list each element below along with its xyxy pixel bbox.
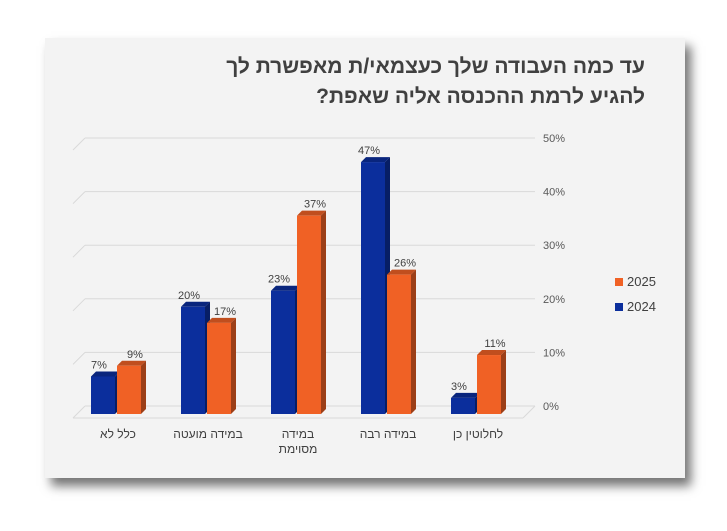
y-tick-label: 20%	[543, 294, 565, 306]
chart-title-line-2: להגיע לרמת ההכנסה אליה שאפת?	[316, 85, 645, 108]
chart-title-line-1: עד כמה העבודה שלך כעצמאי/ת מאפשרת לך	[226, 55, 645, 78]
legend-label-2024: 2024	[627, 299, 656, 314]
bar-2025	[387, 274, 411, 414]
bar-2024	[361, 162, 385, 414]
legend-item-2024: 2024	[615, 299, 656, 314]
data-label-2025: 9%	[127, 349, 143, 361]
chart-title: עד כמה העבודה שלך כעצמאי/ת מאפשרת לך להג…	[85, 52, 645, 112]
data-label-2025: 37%	[304, 199, 326, 211]
data-label-2025: 17%	[214, 306, 236, 318]
gridline-side	[72, 191, 86, 204]
y-tick-label: 0%	[543, 401, 559, 413]
legend-swatch-2025	[615, 277, 623, 286]
x-category-label: לחלוטין כן	[453, 427, 503, 441]
bar-2025	[207, 322, 231, 414]
chart-plot-area: 0% 10% 20% 30% 40% 50% 7% 9% כלל לא 20% 17% במידה מ…	[72, 133, 565, 456]
bar-top-2024	[271, 285, 300, 291]
bar-top-2024	[91, 371, 120, 377]
chart-card: עד כמה העבודה שלך כעצמאי/ת מאפשרת לך להג…	[45, 38, 685, 478]
x-category-label: במידה מועטה	[173, 427, 243, 441]
gridline-side	[72, 298, 86, 312]
bar-top-2025	[297, 210, 326, 216]
data-label-2024: 47%	[358, 145, 380, 157]
x-category-label: כלל לא	[100, 427, 136, 441]
bar-side-2025	[231, 317, 236, 414]
data-label-2024: 20%	[178, 290, 200, 302]
bar-2024	[91, 376, 115, 414]
data-label-2024: 23%	[268, 274, 290, 286]
bar-2024	[451, 397, 475, 414]
bar-top-2025	[117, 360, 146, 366]
bar-top-2025	[387, 269, 416, 275]
y-tick-label: 10%	[543, 347, 565, 359]
x-category-label: במידה	[282, 427, 314, 441]
bar-top-2025	[477, 350, 506, 356]
floor-side	[522, 405, 536, 419]
legend-label-2025: 2025	[627, 274, 656, 289]
bar-side-2025	[501, 350, 506, 414]
gridline-side	[72, 352, 86, 365]
bar-2025	[117, 365, 141, 414]
legend-swatch-2024	[615, 302, 623, 311]
y-tick-label: 40%	[543, 187, 565, 199]
bar-side-2025	[321, 210, 326, 414]
bar-2024	[271, 290, 295, 414]
gridline-side	[72, 244, 86, 258]
chart-legend: 2025 2024	[615, 274, 656, 324]
x-category-label: מסוימת	[279, 442, 318, 456]
gridline-side	[72, 137, 86, 151]
bar-side-2025	[141, 360, 146, 414]
bar-2025	[477, 355, 501, 414]
bar-2025	[297, 215, 321, 414]
bar-2024	[181, 306, 205, 414]
x-category-label: במידה רבה	[360, 427, 417, 441]
data-label-2024: 3%	[451, 381, 467, 393]
y-tick-label: 30%	[543, 240, 565, 252]
bar-top-2024	[451, 392, 480, 398]
bar-top-2025	[207, 317, 236, 323]
bar-top-2024	[361, 157, 390, 163]
data-label-2024: 7%	[91, 359, 107, 371]
y-tick-label: 50%	[543, 133, 565, 145]
bar-top-2024	[181, 301, 210, 307]
bar-side-2025	[411, 269, 416, 414]
data-label-2025: 26%	[394, 258, 416, 270]
data-label-2025: 11%	[484, 338, 505, 350]
gridline-side	[72, 405, 86, 419]
legend-item-2025: 2025	[615, 274, 656, 289]
